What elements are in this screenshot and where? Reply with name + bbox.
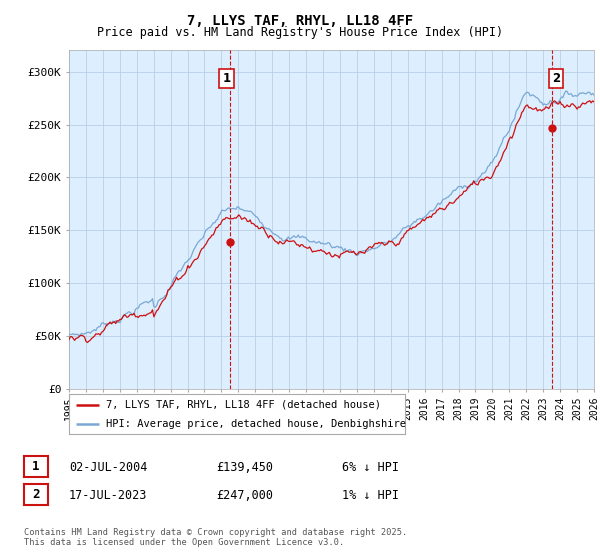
Text: 02-JUL-2004: 02-JUL-2004: [69, 461, 148, 474]
Text: 7, LLYS TAF, RHYL, LL18 4FF (detached house): 7, LLYS TAF, RHYL, LL18 4FF (detached ho…: [106, 400, 381, 409]
Text: 7, LLYS TAF, RHYL, LL18 4FF: 7, LLYS TAF, RHYL, LL18 4FF: [187, 14, 413, 28]
Text: 1% ↓ HPI: 1% ↓ HPI: [342, 488, 399, 502]
Text: £247,000: £247,000: [216, 488, 273, 502]
Text: HPI: Average price, detached house, Denbighshire: HPI: Average price, detached house, Denb…: [106, 419, 406, 429]
Text: 1: 1: [223, 72, 230, 85]
Text: 6% ↓ HPI: 6% ↓ HPI: [342, 461, 399, 474]
Text: 2: 2: [32, 488, 40, 501]
Text: 17-JUL-2023: 17-JUL-2023: [69, 488, 148, 502]
Text: Contains HM Land Registry data © Crown copyright and database right 2025.
This d: Contains HM Land Registry data © Crown c…: [24, 528, 407, 547]
Text: 1: 1: [32, 460, 40, 473]
Text: Price paid vs. HM Land Registry's House Price Index (HPI): Price paid vs. HM Land Registry's House …: [97, 26, 503, 39]
Text: 2: 2: [551, 72, 560, 85]
Text: £139,450: £139,450: [216, 461, 273, 474]
